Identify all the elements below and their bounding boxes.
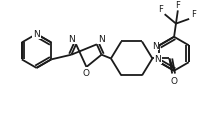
- Text: O: O: [83, 68, 90, 77]
- Text: N: N: [152, 41, 158, 50]
- Text: N: N: [33, 30, 40, 39]
- Text: N: N: [98, 35, 104, 44]
- Text: F: F: [175, 0, 180, 9]
- Text: F: F: [158, 5, 163, 14]
- Text: N: N: [68, 35, 75, 44]
- Text: F: F: [191, 10, 196, 19]
- Text: N: N: [154, 55, 161, 63]
- Text: O: O: [170, 77, 178, 86]
